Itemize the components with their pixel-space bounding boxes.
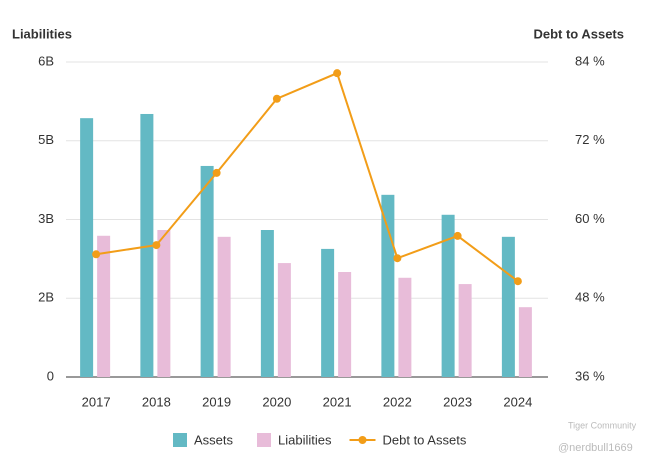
legend-label: Debt to Assets bbox=[383, 432, 467, 447]
x-tick-label: 2022 bbox=[383, 394, 412, 409]
y2-axis-title: Debt to Assets bbox=[533, 26, 624, 41]
legend-swatch bbox=[358, 436, 367, 444]
x-tick-label: 2020 bbox=[262, 394, 291, 409]
legend-swatch bbox=[173, 433, 187, 447]
bar bbox=[217, 236, 231, 377]
x-tick-label: 2018 bbox=[142, 394, 171, 409]
y-tick-label: 6B bbox=[38, 53, 54, 68]
bar bbox=[321, 248, 335, 377]
watermark: Tiger Community bbox=[568, 420, 637, 430]
line bbox=[95, 71, 519, 282]
y-tick-label: 5B bbox=[38, 132, 54, 147]
y-tick-label: 2B bbox=[38, 290, 54, 305]
bar bbox=[381, 194, 395, 377]
x-tick-label: 2021 bbox=[323, 394, 352, 409]
bar bbox=[338, 272, 352, 377]
point bbox=[393, 254, 402, 263]
x-tick-label: 2024 bbox=[503, 394, 532, 409]
y2-tick-label: 48 % bbox=[575, 290, 605, 305]
y2-tick-label: 72 % bbox=[575, 132, 605, 147]
x-tick-label: 2017 bbox=[82, 394, 111, 409]
legend-swatch bbox=[257, 433, 272, 447]
bar bbox=[518, 307, 532, 377]
bar bbox=[140, 113, 154, 377]
x-tick-label: 2023 bbox=[443, 394, 472, 409]
y2-tick-label: 60 % bbox=[575, 211, 605, 226]
point bbox=[453, 231, 462, 240]
bar bbox=[200, 165, 214, 377]
watermark: @nerdbull1669 bbox=[558, 442, 633, 454]
bar bbox=[260, 230, 274, 377]
point bbox=[92, 250, 101, 259]
y2-tick-label: 84 % bbox=[575, 53, 605, 68]
bar bbox=[441, 214, 455, 377]
legend-label: Assets bbox=[194, 432, 234, 447]
y-axis-title: Liabilities bbox=[12, 26, 72, 41]
x-tick-label: 2019 bbox=[202, 394, 231, 409]
bar bbox=[97, 235, 111, 377]
y-tick-label: 0 bbox=[47, 368, 54, 383]
bar bbox=[398, 277, 412, 377]
y2-tick-label: 36 % bbox=[575, 368, 605, 383]
point bbox=[272, 94, 281, 103]
legend-label: Liabilities bbox=[278, 432, 332, 447]
bar bbox=[501, 236, 515, 377]
point bbox=[152, 241, 161, 250]
bar bbox=[458, 284, 472, 377]
point bbox=[513, 277, 522, 286]
point bbox=[212, 168, 221, 177]
point bbox=[333, 69, 342, 78]
bar bbox=[157, 230, 171, 377]
bar bbox=[80, 118, 94, 378]
bar bbox=[277, 263, 291, 377]
y-tick-label: 3B bbox=[38, 211, 54, 226]
